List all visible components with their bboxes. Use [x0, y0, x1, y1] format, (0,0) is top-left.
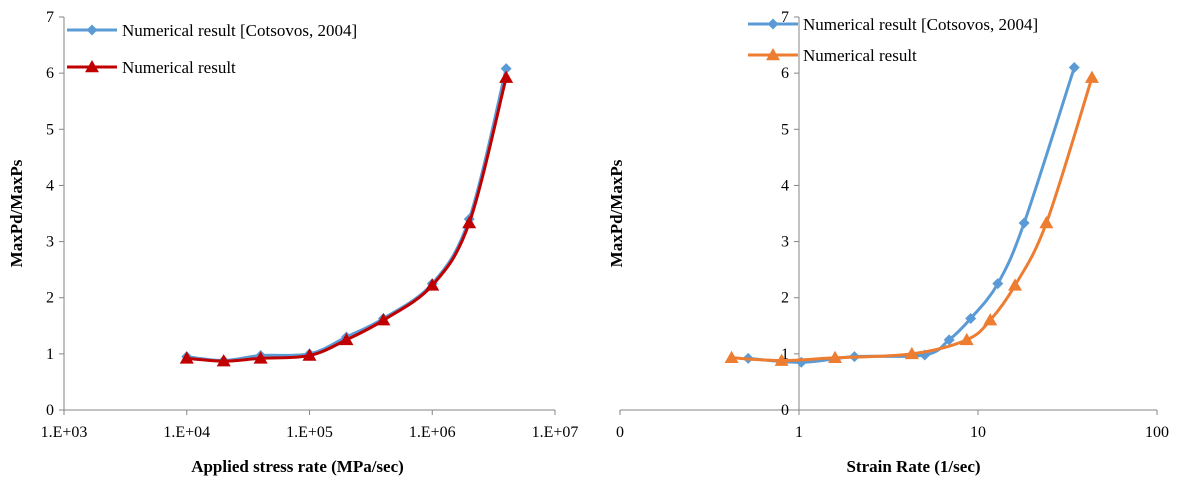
- y-tick-label: 7: [46, 9, 54, 26]
- data-point: [959, 332, 974, 346]
- y-tick-label: 2: [46, 290, 54, 307]
- x-tick-label: 0: [616, 424, 624, 441]
- legend-marker: [86, 24, 98, 36]
- x-tick-label: 100: [1145, 424, 1169, 441]
- x-tick-label: 1.E+04: [163, 424, 210, 441]
- x-axis-label: Applied stress rate (MPa/sec): [191, 457, 404, 476]
- data-point: [376, 313, 391, 326]
- legend-entry: Numerical result: [67, 58, 236, 77]
- data-point: [302, 348, 317, 361]
- y-tick-label: 3: [46, 234, 54, 251]
- y-tick-label: 6: [46, 65, 54, 82]
- data-point: [983, 313, 998, 326]
- y-tick-label: 7: [781, 9, 789, 26]
- series-line: [186, 77, 508, 363]
- data-point: [1008, 278, 1023, 291]
- data-point: [904, 346, 919, 360]
- legend-entry: Numerical result [Cotsovos, 2004]: [748, 15, 1038, 34]
- legend-marker: [767, 18, 779, 30]
- legend-marker: [85, 60, 99, 73]
- y-tick-label: 0: [781, 402, 789, 419]
- data-point: [462, 216, 477, 229]
- data-point: [774, 353, 789, 366]
- x-tick-label: 1: [795, 424, 803, 441]
- legend-marker: [766, 48, 780, 61]
- data-point: [943, 334, 955, 346]
- legend-label: Numerical result [Cotsovos, 2004]: [803, 15, 1038, 34]
- series-line: [748, 67, 1076, 364]
- x-tick-label: 1.E+03: [41, 424, 88, 441]
- series-line: [186, 68, 508, 363]
- y-axis-label: MaxPd/MaxPs: [7, 159, 26, 267]
- y-axis-label: MaxPd/MaxPs: [607, 159, 626, 267]
- data-point: [724, 350, 739, 364]
- data-point: [828, 350, 843, 364]
- data-point: [1018, 217, 1030, 229]
- data-point: [253, 351, 268, 364]
- x-tick-label: 1.E+05: [286, 424, 333, 441]
- data-point: [339, 332, 354, 346]
- y-tick-label: 6: [781, 65, 789, 82]
- legend-entry: Numerical result [Cotsovos, 2004]: [67, 21, 357, 40]
- y-tick-label: 0: [46, 402, 54, 419]
- y-tick-label: 2: [781, 290, 789, 307]
- data-point: [499, 70, 514, 83]
- y-tick-label: 4: [46, 177, 54, 194]
- legend-entry: Numerical result: [748, 46, 917, 65]
- x-tick-label: 1.E+06: [409, 424, 456, 441]
- series-1: [181, 63, 512, 367]
- y-tick-label: 1: [781, 346, 789, 363]
- legend-label: Numerical result: [803, 46, 917, 65]
- series-2: [179, 70, 514, 367]
- series-2: [724, 70, 1099, 366]
- data-point: [1039, 216, 1054, 229]
- y-tick-label: 5: [781, 121, 789, 138]
- x-axis-label: Strain Rate (1/sec): [846, 457, 980, 476]
- y-tick-label: 4: [781, 177, 789, 194]
- data-point: [992, 278, 1004, 290]
- data-point: [500, 63, 512, 75]
- legend-label: Numerical result: [122, 58, 236, 77]
- data-point: [1084, 70, 1099, 83]
- data-point: [179, 351, 194, 364]
- y-tick-label: 1: [46, 346, 54, 363]
- chart-1: 0 1 2 3 4 5 6 7 1.E+03 1.E+04 1.E+05 1.E+06 1.E+07 Ap…: [7, 9, 578, 476]
- x-tick-label: 1.E+07: [532, 424, 579, 441]
- y-tick-label: 3: [781, 234, 789, 251]
- series-1: [742, 62, 1080, 368]
- series-line: [731, 77, 1094, 363]
- legend-label: Numerical result [Cotsovos, 2004]: [122, 21, 357, 40]
- x-tick-label: 10: [970, 424, 986, 441]
- data-point: [1068, 62, 1080, 74]
- data-point: [425, 278, 440, 291]
- data-point: [216, 354, 231, 367]
- y-tick-label: 5: [46, 121, 54, 138]
- data-point: [965, 312, 977, 324]
